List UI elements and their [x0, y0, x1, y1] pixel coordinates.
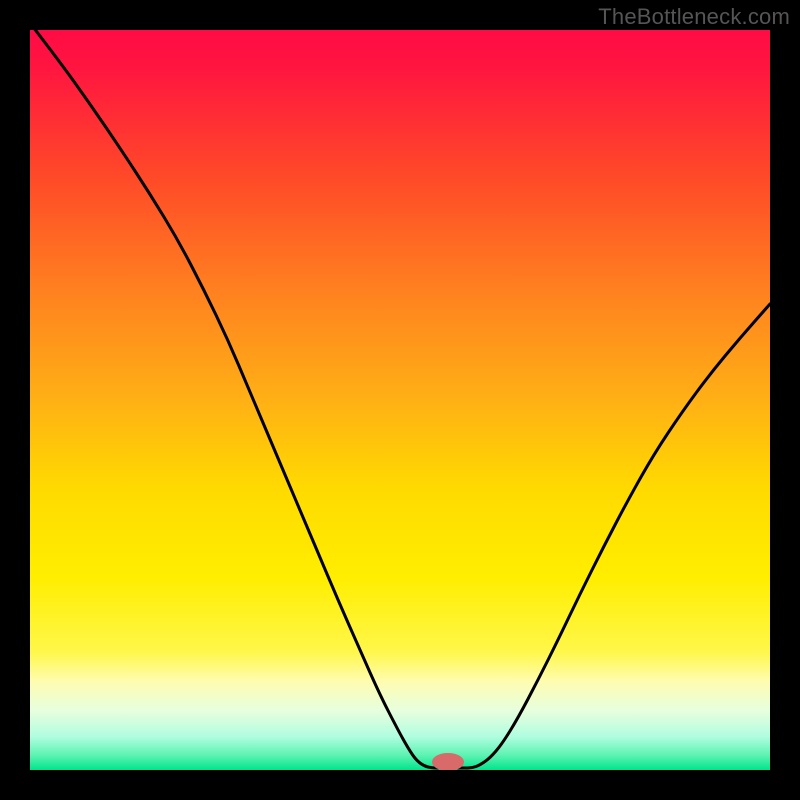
- minimum-marker: [432, 753, 464, 771]
- watermark-label: TheBottleneck.com: [598, 4, 790, 30]
- bottleneck-chart: [0, 0, 800, 800]
- plot-background: [30, 30, 770, 770]
